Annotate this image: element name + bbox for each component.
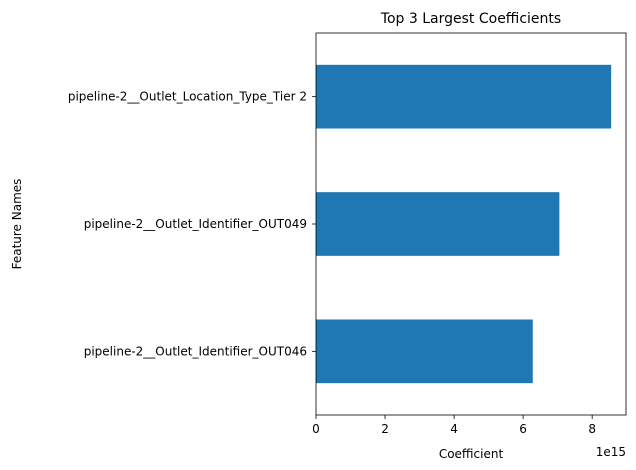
x-axis-label: Coefficient: [439, 447, 504, 461]
chart-title: Top 3 Largest Coefficients: [380, 11, 561, 27]
ticks-layer: pipeline-2__Outlet_Location_Type_Tier 2 p…: [68, 90, 596, 436]
x-tick-label: 4: [450, 422, 458, 436]
x-tick-label: 8: [588, 422, 596, 436]
y-tick-label: pipeline-2__Outlet_Location_Type_Tier 2: [68, 90, 307, 104]
y-tick-label: pipeline-2__Outlet_Identifier_OUT049: [84, 217, 307, 231]
x-tick-label: 0: [312, 422, 320, 436]
y-tick-label: pipeline-2__Outlet_Identifier_OUT046: [84, 344, 307, 358]
bar-3: [316, 319, 533, 384]
plot-frame: [315, 32, 627, 416]
x-tick-label: 2: [381, 422, 389, 436]
x-axis-offset-text: 1e15: [596, 445, 626, 459]
bars-layer: [316, 64, 612, 384]
bar-2: [316, 192, 560, 256]
bar-1: [316, 64, 612, 129]
x-tick-label: 6: [519, 422, 527, 436]
y-axis-label: Feature Names: [10, 179, 24, 270]
